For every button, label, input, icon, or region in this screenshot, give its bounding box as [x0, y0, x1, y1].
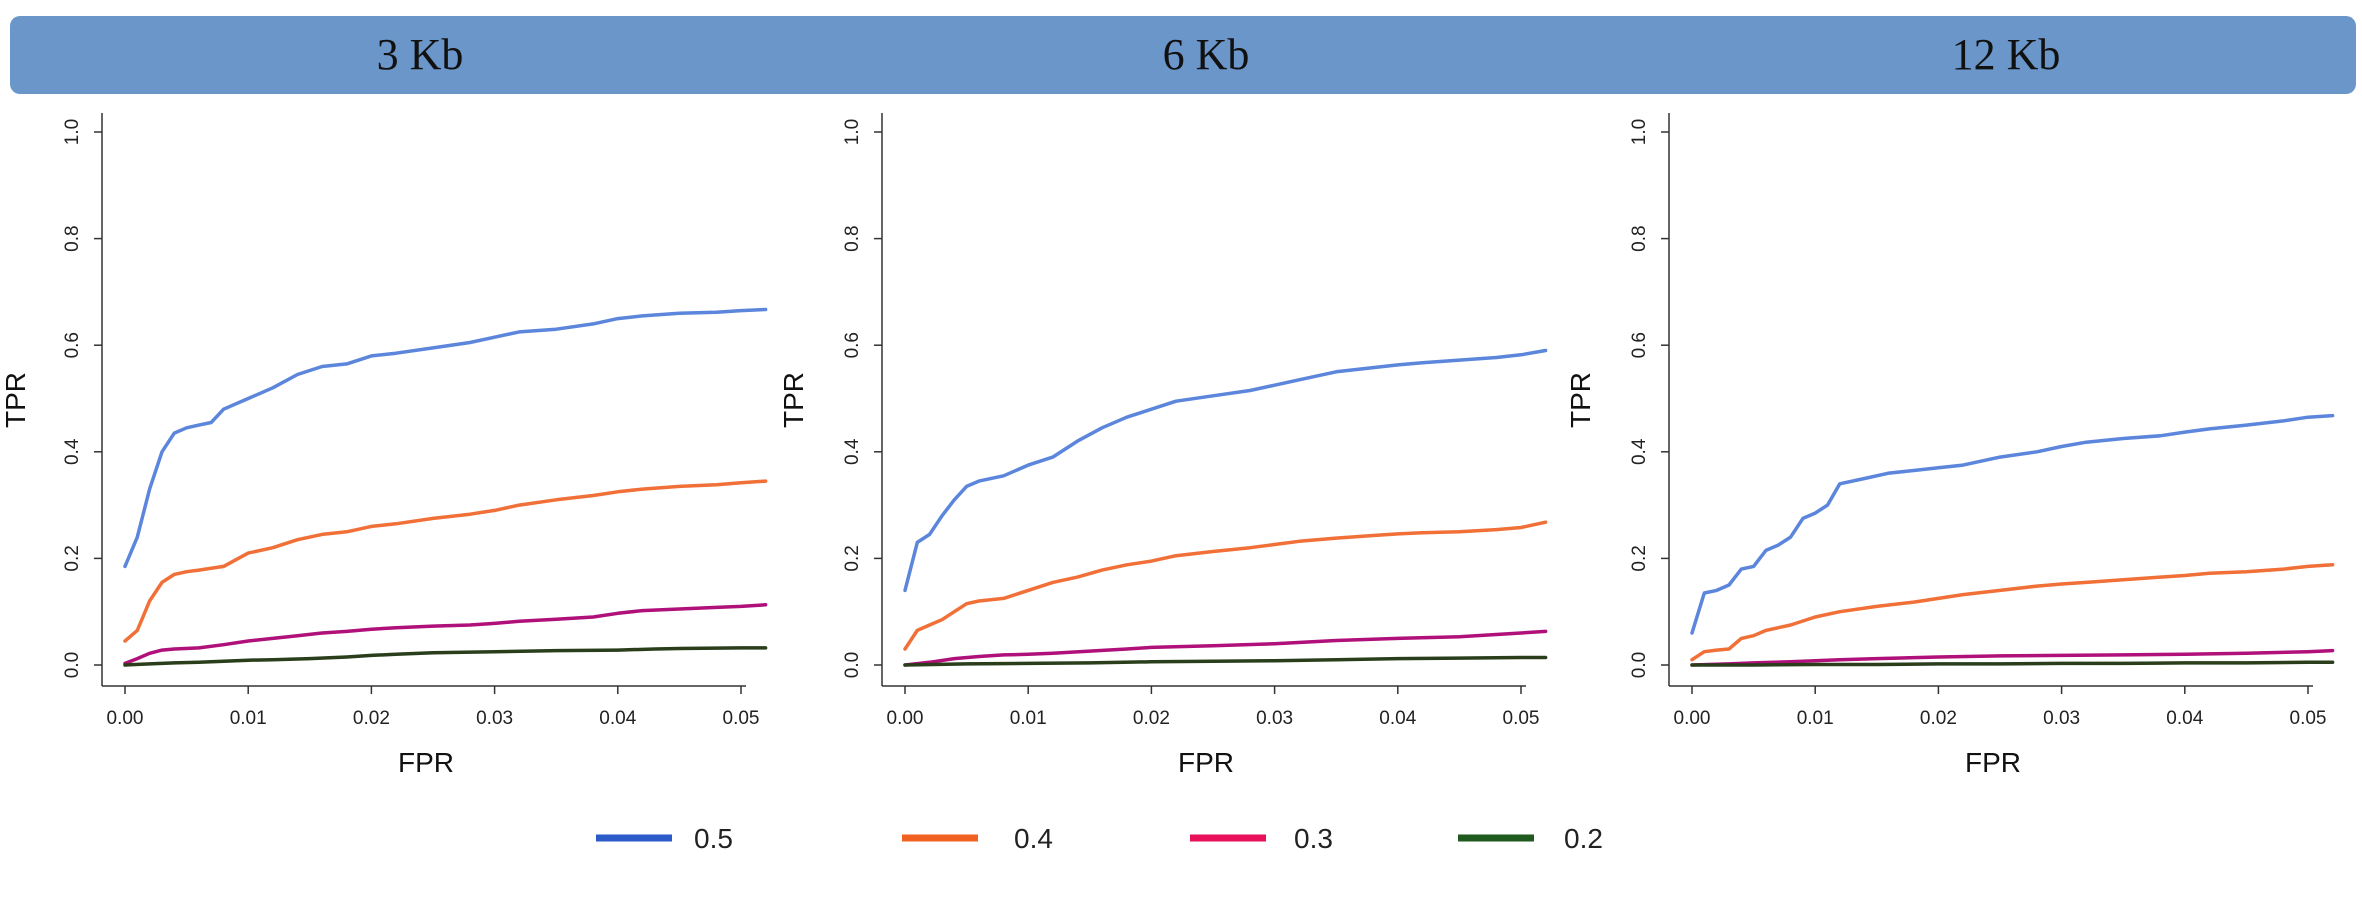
- legend-label-0-3: 0.3: [1294, 823, 1333, 854]
- y-tick-label: 0.6: [62, 332, 83, 358]
- x-tick-label: 0.05: [2290, 708, 2327, 729]
- y-tick-label: 0.2: [1629, 545, 1650, 571]
- y-tick-label: 0.8: [1629, 225, 1650, 251]
- x-tick-label: 0.04: [1379, 708, 1416, 729]
- series-line-0-5: [1690, 413, 2335, 635]
- series-line-0-4: [1690, 563, 2335, 662]
- x-tick-label: 0.00: [887, 708, 924, 729]
- y-tick-label: 0.8: [842, 225, 863, 251]
- x-axis-label: FPR: [1178, 747, 1234, 778]
- x-tick-label: 0.03: [1256, 708, 1293, 729]
- series-line-0-4: [903, 520, 1548, 651]
- y-tick-label: 0.8: [62, 225, 83, 251]
- x-tick-label: 0.03: [2043, 708, 2080, 729]
- y-tick-label: 0.0: [62, 652, 83, 678]
- x-axis-label: FPR: [1965, 747, 2021, 778]
- x-tick-label: 0.04: [2166, 708, 2203, 729]
- x-tick-label: 0.05: [723, 708, 760, 729]
- y-tick-label: 0.4: [62, 438, 83, 465]
- x-axis-label: FPR: [398, 747, 454, 778]
- x-tick-label: 0.01: [1010, 708, 1047, 729]
- panel-title-1: 3 Kb: [376, 30, 464, 79]
- x-tick-label: 0.01: [230, 708, 267, 729]
- x-tick-label: 0.00: [1674, 708, 1711, 729]
- series-line-0-2: [123, 646, 768, 667]
- x-tick-label: 0.01: [1797, 708, 1834, 729]
- y-tick-label: 0.0: [1629, 652, 1650, 678]
- x-tick-label: 0.02: [1920, 708, 1957, 729]
- legend-label-0-5: 0.5: [694, 823, 733, 854]
- series-line-0-5: [903, 348, 1548, 593]
- series-line-0-2: [1690, 660, 2335, 667]
- x-tick-label: 0.05: [1503, 708, 1540, 729]
- series-line-0-4: [123, 479, 768, 643]
- x-tick-label: 0.02: [353, 708, 390, 729]
- y-tick-label: 0.4: [842, 438, 863, 465]
- y-tick-label: 0.4: [1629, 438, 1650, 465]
- series-line-0-2: [903, 655, 1548, 667]
- y-tick-label: 0.0: [842, 652, 863, 678]
- header-banner: [10, 16, 2356, 94]
- y-axis-label: TPR: [0, 372, 31, 428]
- y-tick-label: 1.0: [1629, 119, 1650, 145]
- legend-label-0-2: 0.2: [1564, 823, 1603, 854]
- x-tick-label: 0.03: [476, 708, 513, 729]
- y-tick-label: 1.0: [842, 119, 863, 145]
- series-line-0-3: [1690, 648, 2335, 667]
- y-tick-label: 0.2: [842, 545, 863, 571]
- y-tick-label: 1.0: [62, 119, 83, 145]
- y-tick-label: 0.2: [62, 545, 83, 571]
- series-line-0-3: [903, 629, 1548, 667]
- x-tick-label: 0.00: [107, 708, 144, 729]
- y-tick-label: 0.6: [1629, 332, 1650, 358]
- series-line-0-5: [123, 307, 768, 569]
- x-tick-label: 0.04: [599, 708, 636, 729]
- y-axis-label: TPR: [1565, 372, 1596, 428]
- legend-label-0-4: 0.4: [1014, 823, 1053, 854]
- y-tick-label: 0.6: [842, 332, 863, 358]
- panel-title-3: 12 Kb: [1951, 30, 2061, 79]
- x-tick-label: 0.02: [1133, 708, 1170, 729]
- panel-title-2: 6 Kb: [1162, 30, 1250, 79]
- series-line-0-3: [123, 603, 768, 666]
- y-axis-label: TPR: [778, 372, 809, 428]
